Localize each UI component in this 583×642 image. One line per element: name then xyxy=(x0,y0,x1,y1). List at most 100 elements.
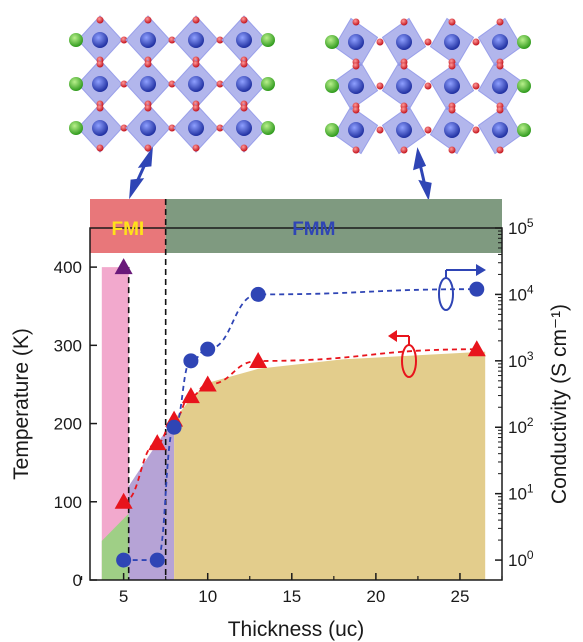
oxygen-atom xyxy=(472,82,480,90)
data-point xyxy=(114,258,133,275)
oxygen-atom xyxy=(424,126,432,134)
a-site-atom xyxy=(261,121,275,135)
phase-band-fmm xyxy=(165,199,502,253)
oxygen-atom xyxy=(472,126,480,134)
b-site-atom xyxy=(92,32,108,48)
series-lines xyxy=(123,199,477,580)
y-left-tick-label: 300 xyxy=(54,336,82,355)
y-left-tick-label: 0 xyxy=(73,571,82,590)
x-tick-label: 20 xyxy=(366,587,385,606)
y-right-tick-label: 101 xyxy=(508,482,534,504)
oxygen-atom xyxy=(400,18,408,26)
region-metal xyxy=(174,351,486,580)
b-site-atom xyxy=(236,120,252,136)
data-point xyxy=(200,341,216,357)
oxygen-atom xyxy=(144,16,152,24)
oxygen-atom xyxy=(352,106,360,114)
x-tick-label: 15 xyxy=(282,587,301,606)
data-point xyxy=(148,434,167,451)
b-site-atom xyxy=(444,122,460,138)
a-site-atom xyxy=(517,35,531,49)
b-site-atom xyxy=(140,76,156,92)
series-line-0 xyxy=(123,348,477,503)
oxygen-atom xyxy=(144,104,152,112)
a-site-atom xyxy=(325,79,339,93)
a-site-atom xyxy=(261,77,275,91)
y-left-tick-label: 100 xyxy=(54,493,82,512)
y-left-tick-label: 400 xyxy=(54,258,82,277)
b-site-atom xyxy=(188,76,204,92)
data-point xyxy=(166,419,182,435)
a-site-atom xyxy=(69,33,83,47)
a-site-atom xyxy=(69,121,83,135)
oxygen-atom xyxy=(120,36,128,44)
phase-label-fmi: FMI xyxy=(111,219,144,240)
y-right-tick-label: 104 xyxy=(508,282,534,304)
a-site-atom xyxy=(69,77,83,91)
b-site-atom xyxy=(188,32,204,48)
series-markers xyxy=(114,258,486,568)
oxygen-atom xyxy=(496,146,504,154)
oxygen-atom xyxy=(240,104,248,112)
phase-regions xyxy=(101,267,486,580)
blue-axis-indicator xyxy=(438,264,486,311)
data-point xyxy=(183,353,199,369)
plot-frame xyxy=(89,227,503,581)
y-right-tick-label: 102 xyxy=(508,415,534,437)
b-site-atom xyxy=(348,34,364,50)
oxygen-atom xyxy=(424,82,432,90)
b-site-atom xyxy=(396,122,412,138)
a-site-atom xyxy=(261,33,275,47)
data-point xyxy=(181,387,200,404)
oxygen-atom xyxy=(192,144,200,152)
data-point xyxy=(114,492,133,509)
oxygen-atom xyxy=(352,62,360,70)
oxygen-atom xyxy=(424,38,432,46)
data-point xyxy=(469,281,485,297)
b-site-atom xyxy=(492,78,508,94)
oxygen-atom xyxy=(96,144,104,152)
b-site-atom xyxy=(236,76,252,92)
oxygen-atom xyxy=(168,36,176,44)
phase-label-fmm: FMM xyxy=(292,219,335,240)
b-site-atom xyxy=(348,78,364,94)
oxygen-atom xyxy=(376,126,384,134)
y-right-tick-label: 103 xyxy=(508,349,534,371)
oxygen-atom xyxy=(352,146,360,154)
oxygen-atom xyxy=(472,38,480,46)
structure-arrow-right xyxy=(413,147,432,201)
a-site-atom xyxy=(325,123,339,137)
oxygen-atom xyxy=(168,124,176,132)
oxygen-atom xyxy=(240,16,248,24)
y-axis-title-right: Conductivity (S cm⁻¹) xyxy=(548,304,571,504)
oxygen-atom xyxy=(216,80,224,88)
y-axis-title-left: Temperature (K) xyxy=(10,328,33,480)
phase-band-fmi xyxy=(90,199,166,253)
oxygen-atom xyxy=(352,18,360,26)
y-axis-title-right-text: Conductivity (S cm⁻¹) xyxy=(548,304,571,504)
oxygen-atom xyxy=(496,106,504,114)
b-site-atom xyxy=(396,78,412,94)
b-site-atom xyxy=(140,120,156,136)
oxygen-atom xyxy=(496,62,504,70)
oxygen-atom xyxy=(448,146,456,154)
oxygen-atom xyxy=(216,36,224,44)
crystal-structure-fmm xyxy=(325,17,531,155)
oxygen-atom xyxy=(216,124,224,132)
oxygen-atom xyxy=(120,124,128,132)
data-point xyxy=(467,340,486,357)
oxygen-atom xyxy=(192,104,200,112)
oxygen-atom xyxy=(448,62,456,70)
oxygen-atom xyxy=(400,146,408,154)
oxygen-atom xyxy=(120,80,128,88)
data-point xyxy=(250,286,266,302)
oxygen-atom xyxy=(96,60,104,68)
x-tick-label: 10 xyxy=(198,587,217,606)
b-site-atom xyxy=(92,120,108,136)
oxygen-atom xyxy=(376,38,384,46)
a-site-atom xyxy=(517,123,531,137)
x-axis-title: Thickness (uc) xyxy=(228,618,365,641)
oxygen-atom xyxy=(96,104,104,112)
oxygen-atom xyxy=(448,106,456,114)
